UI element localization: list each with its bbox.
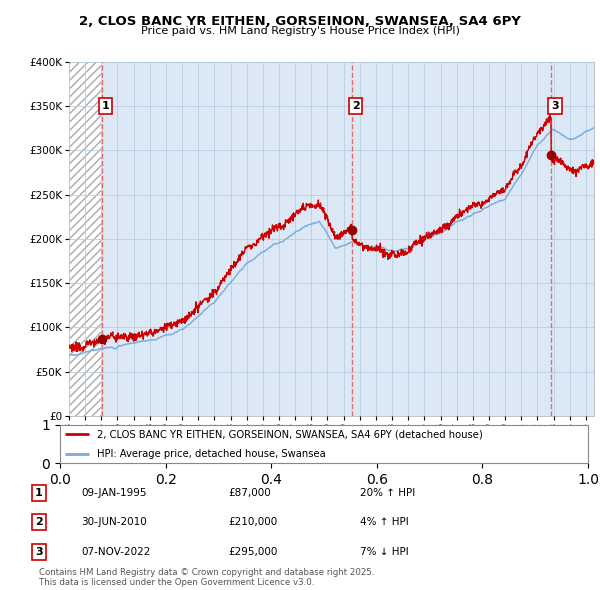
Text: £210,000: £210,000	[228, 517, 277, 527]
Text: 2: 2	[35, 517, 43, 527]
Text: £295,000: £295,000	[228, 547, 277, 556]
Text: 07-NOV-2022: 07-NOV-2022	[81, 547, 151, 556]
Text: £87,000: £87,000	[228, 488, 271, 497]
Text: Price paid vs. HM Land Registry's House Price Index (HPI): Price paid vs. HM Land Registry's House …	[140, 26, 460, 36]
Bar	[69, 62, 101, 416]
Text: HPI: Average price, detached house, Swansea: HPI: Average price, detached house, Swan…	[97, 448, 326, 458]
Text: 2, CLOS BANC YR EITHEN, GORSEINON, SWANSEA, SA4 6PY: 2, CLOS BANC YR EITHEN, GORSEINON, SWANS…	[79, 15, 521, 28]
Text: 30-JUN-2010: 30-JUN-2010	[81, 517, 147, 527]
Text: 1: 1	[102, 101, 110, 111]
Text: Contains HM Land Registry data © Crown copyright and database right 2025.
This d: Contains HM Land Registry data © Crown c…	[39, 568, 374, 587]
Text: 2, CLOS BANC YR EITHEN, GORSEINON, SWANSEA, SA4 6PY (detached house): 2, CLOS BANC YR EITHEN, GORSEINON, SWANS…	[97, 430, 483, 440]
Text: 4% ↑ HPI: 4% ↑ HPI	[360, 517, 409, 527]
Text: 3: 3	[551, 101, 559, 111]
Text: 20% ↑ HPI: 20% ↑ HPI	[360, 488, 415, 497]
Text: 2: 2	[352, 101, 359, 111]
Text: 3: 3	[35, 547, 43, 556]
Text: 7% ↓ HPI: 7% ↓ HPI	[360, 547, 409, 556]
Text: 1: 1	[35, 488, 43, 497]
Text: 09-JAN-1995: 09-JAN-1995	[81, 488, 146, 497]
Bar	[69, 62, 101, 416]
